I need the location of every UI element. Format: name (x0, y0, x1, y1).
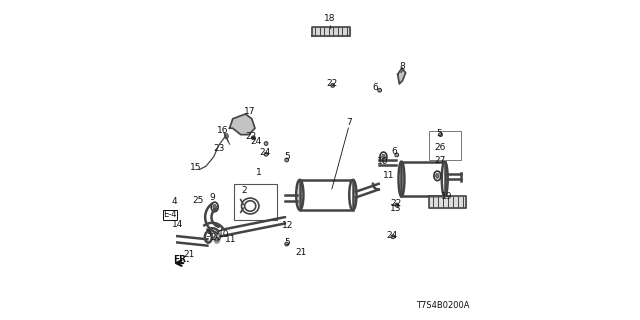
Ellipse shape (331, 84, 335, 87)
Ellipse shape (438, 133, 442, 137)
Ellipse shape (215, 237, 219, 241)
Ellipse shape (395, 203, 399, 207)
Ellipse shape (264, 152, 268, 156)
Ellipse shape (381, 155, 385, 159)
Text: 26: 26 (434, 143, 445, 152)
Polygon shape (429, 196, 466, 208)
Bar (234, 184, 277, 220)
Ellipse shape (378, 88, 381, 92)
Ellipse shape (285, 158, 289, 162)
Text: E-4: E-4 (164, 210, 177, 220)
Ellipse shape (436, 173, 439, 178)
Ellipse shape (213, 204, 216, 209)
Text: 19: 19 (440, 192, 452, 201)
Text: T7S4B0200A: T7S4B0200A (415, 301, 469, 310)
Ellipse shape (391, 235, 395, 239)
Ellipse shape (252, 136, 255, 140)
Text: 27: 27 (434, 156, 445, 165)
Text: 4: 4 (172, 197, 177, 206)
Text: 2: 2 (241, 186, 246, 195)
Text: 12: 12 (282, 220, 293, 229)
Polygon shape (312, 27, 350, 36)
Text: 10: 10 (377, 157, 388, 166)
Polygon shape (230, 114, 255, 135)
Text: 5: 5 (285, 238, 291, 247)
Bar (429, 132, 461, 160)
Ellipse shape (285, 242, 289, 246)
Ellipse shape (225, 134, 228, 139)
Text: 24: 24 (260, 148, 271, 156)
Ellipse shape (214, 234, 220, 244)
Text: 1: 1 (256, 168, 262, 177)
Text: 6: 6 (372, 83, 378, 92)
Text: 24: 24 (250, 137, 262, 146)
Text: 5: 5 (285, 152, 291, 161)
Text: 9: 9 (209, 193, 215, 202)
Text: 10: 10 (218, 230, 229, 239)
Bar (163, 210, 177, 220)
Text: 20: 20 (211, 233, 221, 242)
Text: 17: 17 (244, 107, 255, 116)
Text: 13: 13 (390, 204, 401, 213)
Text: 14: 14 (172, 220, 184, 228)
Text: 11: 11 (383, 172, 395, 180)
Text: 6: 6 (392, 147, 397, 156)
Text: 5: 5 (436, 129, 442, 138)
Text: 22: 22 (390, 199, 401, 208)
Text: 23: 23 (214, 144, 225, 153)
Text: 11: 11 (225, 235, 236, 244)
Text: 3: 3 (205, 230, 211, 239)
Text: 8: 8 (399, 62, 405, 71)
Text: 18: 18 (324, 14, 336, 23)
Text: 21: 21 (184, 250, 195, 259)
Text: 16: 16 (217, 126, 228, 135)
Text: 25: 25 (192, 196, 204, 205)
Text: 22: 22 (246, 132, 257, 141)
Text: 15: 15 (190, 163, 202, 172)
Text: 22: 22 (326, 79, 338, 88)
Text: FR.: FR. (173, 255, 189, 264)
Polygon shape (397, 68, 406, 84)
Text: 7: 7 (346, 118, 352, 127)
Text: 21: 21 (295, 248, 307, 257)
Ellipse shape (264, 142, 268, 145)
Text: 24: 24 (387, 231, 398, 240)
Ellipse shape (395, 153, 399, 157)
